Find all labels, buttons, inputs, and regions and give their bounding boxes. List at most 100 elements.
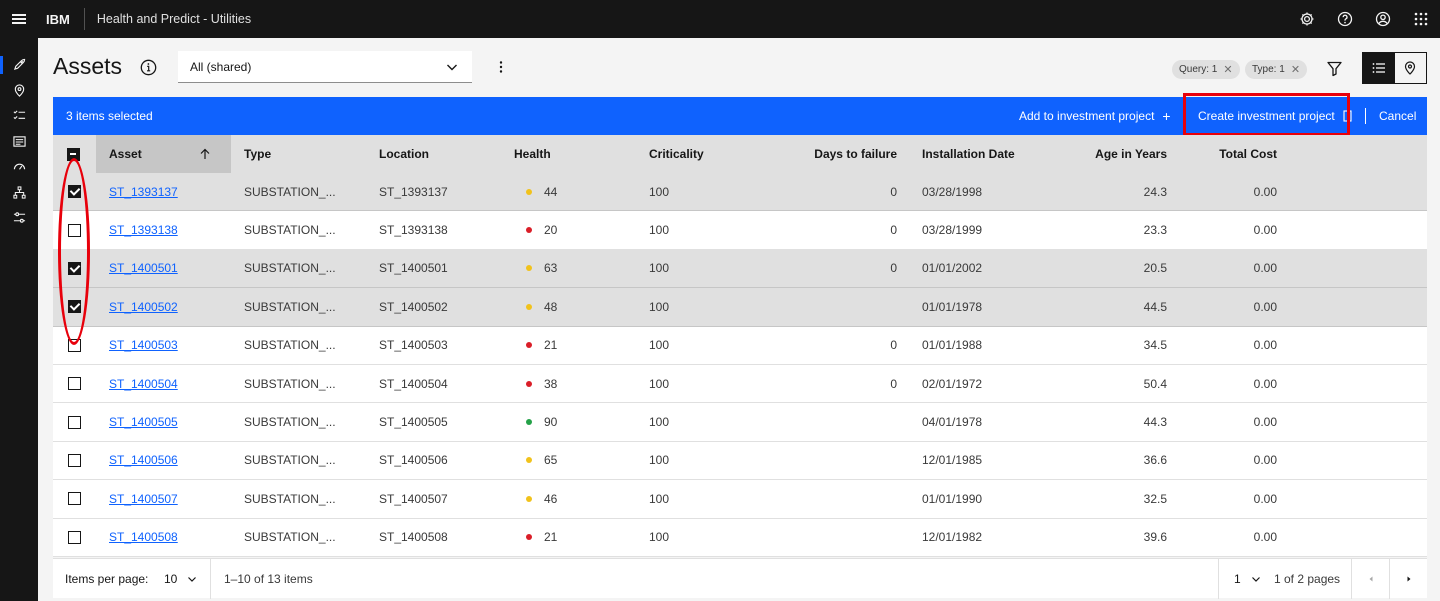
row-checkbox[interactable] [68, 415, 81, 429]
column-header-label: Days to failure [814, 147, 897, 161]
table-row[interactable]: ST_1400503 SUBSTATION_... ST_1400503 21 … [53, 326, 1427, 365]
dashboard-icon[interactable] [0, 129, 38, 155]
table-row[interactable]: ST_1400505 SUBSTATION_... ST_1400505 90 … [53, 403, 1427, 442]
batch-divider [1365, 108, 1366, 124]
table-row[interactable]: ST_1400502 SUBSTATION_... ST_1400502 48 … [53, 288, 1427, 327]
table-row[interactable]: ST_1400507 SUBSTATION_... ST_1400507 46 … [53, 480, 1427, 519]
table-row[interactable]: ST_1393137 SUBSTATION_... ST_1393137 44 … [53, 173, 1427, 212]
asset-link[interactable]: ST_1393138 [109, 223, 178, 238]
column-header-criticality[interactable]: Criticality [649, 135, 704, 173]
days-to-failure-cell [753, 480, 897, 517]
row-checkbox[interactable] [68, 530, 81, 544]
column-header-age[interactable]: Age in Years [1023, 135, 1167, 173]
table-row[interactable]: ST_1393138 SUBSTATION_... ST_1393138 20 … [53, 211, 1427, 250]
close-icon[interactable]: ✕ [1223, 64, 1233, 76]
table-row[interactable]: ST_1400506 SUBSTATION_... ST_1400506 65 … [53, 441, 1427, 481]
criticality-cell: 100 [649, 184, 670, 199]
filter-tag-query[interactable]: Query: 1 ✕ [1172, 60, 1240, 79]
health-cell: 21 [526, 519, 557, 556]
overflow-menu-icon[interactable] [493, 59, 509, 75]
task-list-icon[interactable] [0, 103, 38, 129]
add-icon: + [1162, 108, 1171, 124]
days-to-failure-cell [753, 519, 897, 556]
user-avatar-icon[interactable] [1364, 0, 1402, 38]
cancel-button[interactable]: Cancel [1379, 109, 1417, 123]
information-icon[interactable] [140, 59, 157, 76]
column-header-label: Installation Date [922, 147, 1015, 161]
column-header-total-cost[interactable]: Total Cost [1133, 135, 1277, 173]
brand-name[interactable]: IBM [46, 11, 70, 27]
row-checkbox[interactable] [68, 453, 81, 467]
annotation-highlight-box [1183, 93, 1350, 136]
items-range-label: 1–10 of 13 items [224, 572, 313, 586]
health-value: 46 [544, 491, 558, 506]
top-header: IBM Health and Predict - Utilities [0, 0, 1440, 38]
health-value: 63 [544, 261, 558, 276]
installation-date-cell: 12/01/1985 [922, 453, 983, 468]
view-dropdown[interactable]: All (shared) [178, 51, 472, 83]
row-checkbox[interactable] [68, 377, 81, 391]
asset-link[interactable]: ST_1400508 [109, 530, 178, 545]
column-header-label: Asset [109, 147, 142, 161]
list-view-icon[interactable] [1363, 53, 1395, 83]
days-to-failure-cell: 0 [890, 338, 897, 353]
settings-icon[interactable] [1288, 0, 1326, 38]
menu-icon[interactable] [0, 0, 38, 38]
close-icon[interactable]: ✕ [1290, 64, 1301, 76]
criticality-cell: 100 [649, 491, 670, 506]
row-checkbox[interactable] [68, 492, 81, 506]
app-name: Health and Predict - Utilities [96, 12, 252, 26]
asset-link[interactable]: ST_1400503 [109, 338, 178, 353]
asset-link[interactable]: ST_1393137 [109, 184, 178, 199]
table-row[interactable]: ST_1400501 SUBSTATION_... ST_1400501 63 … [53, 249, 1427, 289]
column-header-type[interactable]: Type [244, 135, 271, 173]
row-checkbox-cell [68, 442, 81, 479]
column-header-location[interactable]: Location [379, 135, 429, 173]
column-header-days-to-failure[interactable]: Days to failure [753, 135, 897, 173]
add-to-investment-project-button[interactable]: Add to investment project + [1019, 109, 1171, 123]
help-icon[interactable] [1326, 0, 1364, 38]
asset-link[interactable]: ST_1400501 [109, 261, 178, 276]
pagination-divider [1218, 559, 1219, 599]
create-investment-project-label: Create investment project [1198, 109, 1335, 123]
column-header-asset[interactable]: Asset [109, 135, 142, 173]
app-switcher-icon[interactable] [1402, 0, 1440, 38]
age-cell: 20.5 [1143, 261, 1167, 276]
items-per-page-select[interactable]: 10 [164, 559, 197, 599]
table-body: ST_1393137 SUBSTATION_... ST_1393137 44 … [53, 173, 1427, 557]
asset-link[interactable]: ST_1400506 [109, 453, 178, 468]
age-cell: 44.3 [1143, 415, 1167, 430]
rocket-icon[interactable] [0, 52, 38, 78]
header-actions [1288, 0, 1440, 38]
installation-date-cell: 03/28/1999 [922, 223, 983, 238]
filter-tag-type[interactable]: Type: 1 ✕ [1245, 60, 1308, 79]
table-row[interactable]: ST_1400504 SUBSTATION_... ST_1400504 38 … [53, 364, 1427, 404]
age-cell: 44.5 [1143, 299, 1167, 314]
asset-cell: ST_1400508 [109, 519, 178, 556]
column-header-installation-date[interactable]: Installation Date [922, 135, 1015, 173]
asset-link[interactable]: ST_1400502 [109, 299, 178, 314]
asset-link[interactable]: ST_1400505 [109, 415, 178, 430]
hierarchy-icon[interactable] [0, 180, 38, 206]
table-row[interactable]: ST_1400508 SUBSTATION_... ST_1400508 21 … [53, 518, 1427, 557]
map-view-icon[interactable] [1395, 53, 1427, 83]
health-cell: 46 [526, 480, 557, 517]
location-icon[interactable] [0, 78, 38, 104]
asset-link[interactable]: ST_1400504 [109, 376, 178, 391]
filter-icon[interactable] [1326, 60, 1343, 77]
sort-ascending-icon[interactable] [199, 135, 211, 173]
health-value: 20 [544, 223, 558, 238]
settings-adjust-icon[interactable] [0, 205, 38, 231]
health-value: 65 [544, 453, 558, 468]
location-cell: ST_1400502 [379, 299, 448, 314]
location-cell: ST_1393138 [379, 223, 448, 238]
page-select[interactable]: 1 [1234, 559, 1261, 599]
header-divider [83, 8, 85, 30]
asset-link[interactable]: ST_1400507 [109, 491, 178, 506]
column-header-health[interactable]: Health [514, 135, 551, 173]
previous-page-button[interactable] [1352, 559, 1389, 599]
gauge-icon[interactable] [0, 154, 38, 180]
next-page-button[interactable] [1390, 559, 1427, 599]
column-header-label: Location [379, 147, 429, 161]
age-cell: 34.5 [1143, 338, 1167, 353]
